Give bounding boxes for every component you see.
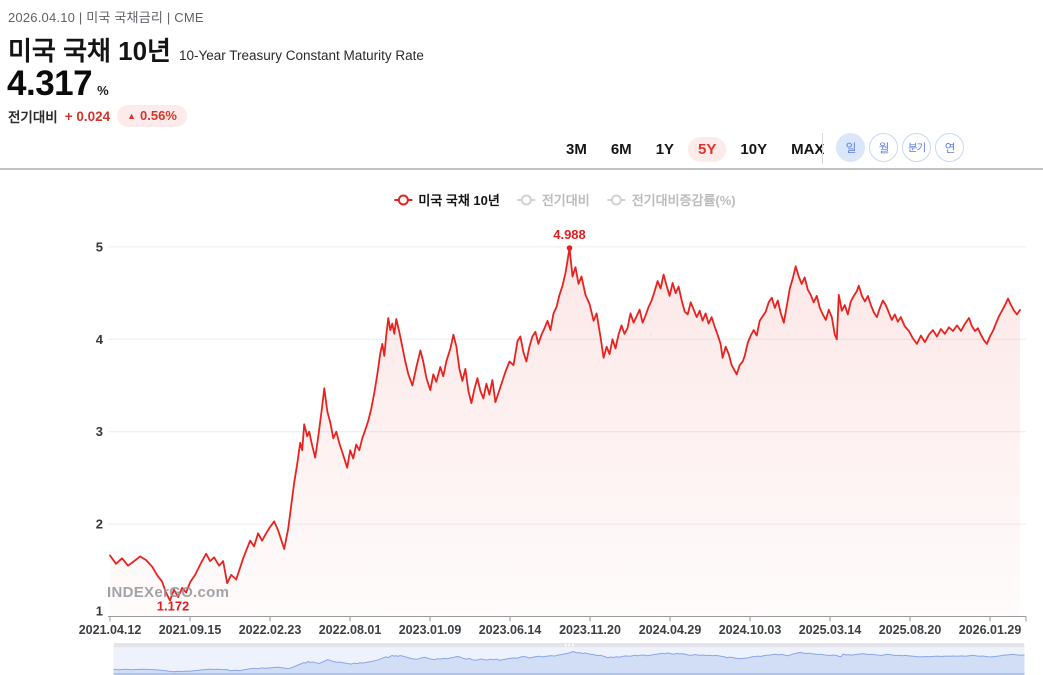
legend-marker-icon bbox=[607, 198, 626, 201]
legend-label: 미국 국채 10년 bbox=[418, 193, 500, 208]
current-value: 4.317 bbox=[7, 64, 93, 103]
navigator-area bbox=[113, 651, 1025, 674]
legend-item[interactable]: 전기대비 bbox=[517, 190, 590, 209]
y-axis-label: 3 bbox=[96, 424, 103, 439]
legend-label: 전기대비 bbox=[541, 193, 590, 208]
period-selector: 일 월 분기 연 bbox=[836, 133, 964, 162]
legend-marker-icon bbox=[394, 198, 413, 201]
range-selector: 3M 6M 1Y 5Y 10Y MAX bbox=[556, 134, 834, 164]
legend-item[interactable]: 미국 국채 10년 bbox=[394, 190, 500, 209]
section-divider bbox=[0, 168, 1043, 170]
navigator-grip-icon[interactable] bbox=[572, 643, 574, 647]
range-button-10y[interactable]: 10Y bbox=[740, 140, 768, 158]
toolbar-divider bbox=[822, 133, 823, 164]
y-axis-label: 5 bbox=[96, 239, 103, 254]
range-button-max[interactable]: MAX bbox=[791, 140, 825, 158]
up-triangle-icon: ▲ bbox=[127, 110, 137, 121]
value-unit: % bbox=[97, 83, 109, 98]
chart-legend: 미국 국채 10년 전기대비 전기대비증감률(%) bbox=[394, 190, 736, 209]
period-button-3[interactable]: 연 bbox=[935, 133, 964, 162]
x-axis-label: 2023.11.20 bbox=[559, 623, 621, 637]
range-button-3m[interactable]: 3M bbox=[566, 140, 587, 158]
navigator-line bbox=[113, 650, 1025, 673]
price-area bbox=[110, 248, 1020, 617]
legend-item[interactable]: 전기대비증감률(%) bbox=[607, 190, 736, 209]
x-axis-label: 2021.09.15 bbox=[159, 623, 222, 637]
period-button-1[interactable]: 월 bbox=[869, 133, 898, 162]
y-axis-label: 1 bbox=[96, 604, 103, 619]
x-axis-label: 2026.01.29 bbox=[959, 623, 1022, 637]
x-axis-label: 2021.04.12 bbox=[79, 623, 142, 637]
title-row: 미국 국채 10년 10-Year Treasury Constant Matu… bbox=[8, 31, 424, 68]
max-value-annotation: 4.988 bbox=[553, 227, 586, 242]
x-axis-label: 2023.06.14 bbox=[479, 623, 542, 637]
current-value-row: 4.317 % bbox=[7, 64, 109, 104]
watermark: INDEXerGO.com bbox=[107, 584, 230, 601]
min-value-annotation: 1.172 bbox=[157, 599, 190, 614]
x-axis-label: 2022.08.01 bbox=[319, 623, 382, 637]
change-delta: + 0.024 bbox=[64, 108, 111, 124]
x-axis-label: 2024.04.29 bbox=[639, 623, 702, 637]
legend-label: 전기대비증감률(%) bbox=[631, 193, 736, 208]
navigator-grip-icon[interactable] bbox=[565, 643, 567, 647]
change-label: 전기대비 bbox=[8, 110, 58, 125]
change-row: 전기대비 + 0.024 ▲ 0.56% bbox=[8, 105, 187, 127]
legend-marker-icon bbox=[517, 198, 536, 201]
max-point-dot bbox=[566, 245, 573, 251]
x-axis-label: 2025.08.20 bbox=[879, 623, 942, 637]
x-axis-label: 2023.01.09 bbox=[399, 623, 462, 637]
range-button-5y[interactable]: 5Y bbox=[688, 136, 727, 162]
change-percent-badge: ▲ 0.56% bbox=[117, 105, 187, 127]
header-meta: 2026.04.10 | 미국 국채금리 | CME bbox=[8, 10, 204, 25]
y-axis-label: 2 bbox=[96, 517, 103, 532]
y-axis-label: 4 bbox=[96, 332, 104, 347]
x-axis-label: 2022.02.23 bbox=[239, 623, 302, 637]
period-button-0[interactable]: 일 bbox=[836, 133, 865, 162]
price-line bbox=[109, 247, 1021, 602]
page-subtitle: 10-Year Treasury Constant Maturity Rate bbox=[178, 48, 424, 63]
navigator-grip-icon[interactable] bbox=[568, 643, 570, 647]
x-axis-label: 2025.03.14 bbox=[799, 623, 862, 637]
change-percent: 0.56% bbox=[140, 108, 177, 123]
page-title: 미국 국채 10년 bbox=[8, 36, 171, 66]
range-button-6m[interactable]: 6M bbox=[610, 140, 632, 158]
x-axis-label: 2024.10.03 bbox=[719, 623, 782, 637]
period-button-2[interactable]: 분기 bbox=[902, 133, 931, 162]
range-button-1y[interactable]: 1Y bbox=[655, 140, 675, 158]
